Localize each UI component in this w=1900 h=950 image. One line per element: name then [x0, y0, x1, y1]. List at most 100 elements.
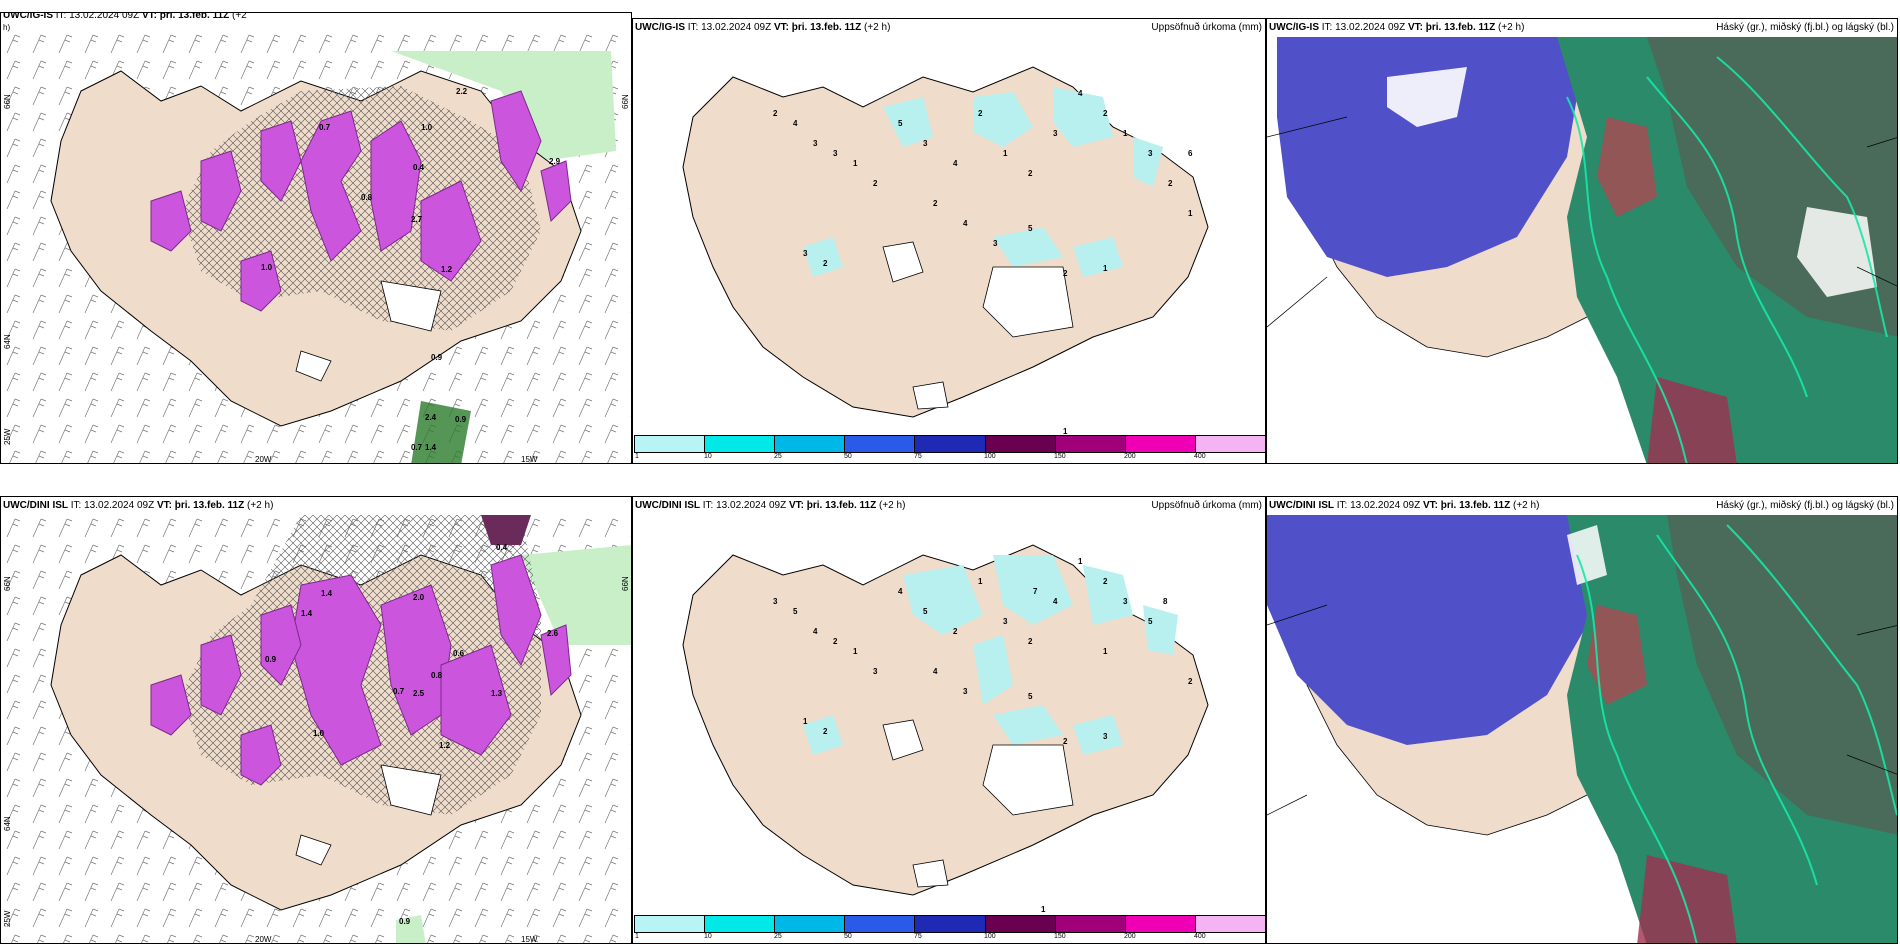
precip-value: 3: [773, 597, 778, 606]
precip-value: 2: [1103, 109, 1108, 118]
colorbar-tick: 150: [1054, 453, 1066, 460]
precip-value: 1: [1078, 557, 1083, 566]
precip-value: 8: [1163, 597, 1168, 606]
colorbar-swatch: [1195, 436, 1265, 452]
precip-value: 2: [823, 727, 828, 736]
precip-value: 3: [1003, 617, 1008, 626]
wind-value: 0.7: [411, 443, 423, 452]
lon-label-25: 25W: [3, 428, 12, 445]
precip-map-row1: [682, 66, 1209, 418]
lon-label-20: 20W: [255, 935, 272, 944]
precip-value: 1: [853, 159, 858, 168]
precip-panel-row2: UWC/DINI ISL IT: 13.02.2024 09Z VT: þri.…: [632, 496, 1266, 944]
wind-value: 1.2: [441, 265, 453, 274]
precip-value: 2: [953, 627, 958, 636]
precip-title: Uppsöfnuð úrkoma (mm): [1151, 22, 1262, 33]
cloud-title: Háský (gr.), miðský (fj.bl.) og lágský (…: [1716, 22, 1894, 33]
colorbar-tick: 25: [774, 453, 782, 460]
colorbar-row1: [634, 435, 1265, 453]
precip-value: 2: [1188, 677, 1193, 686]
wind-header-lead-wrap: h): [3, 23, 11, 32]
wind-value: 0.4: [413, 163, 425, 172]
colorbar-swatch: [915, 916, 986, 932]
precip-value: 5: [1028, 692, 1033, 701]
wind-value: 1.0: [313, 729, 325, 738]
wind-value: 1.3: [491, 689, 503, 698]
precip-value: 1: [1103, 647, 1108, 656]
lon-label-15: 15W: [521, 455, 538, 464]
precip-value: 2: [1028, 637, 1033, 646]
colorbar-swatch: [705, 916, 776, 932]
lon-label-15: 15W: [521, 935, 538, 944]
precip-value: 2: [1028, 169, 1033, 178]
wind-value: 2.7: [411, 215, 423, 224]
precip-value: 1: [1188, 209, 1193, 218]
precip-value: 3: [873, 667, 878, 676]
precip-header-row1: UWC/IG-IS IT: 13.02.2024 09Z VT: þri. 13…: [633, 19, 1265, 37]
precip-title: Uppsöfnuð úrkoma (mm): [1151, 500, 1262, 511]
lat-label-66-right: 66N: [621, 94, 630, 109]
precip-value: 5: [1028, 224, 1033, 233]
wind-value: 1.4: [321, 589, 333, 598]
wind-value: 0.7: [319, 123, 331, 132]
precip-map-row2: [682, 544, 1209, 896]
colorbar-tick: 50: [844, 453, 852, 460]
wind-value: 0.4: [496, 543, 508, 552]
colorbar-swatch: [705, 436, 776, 452]
precip-value: 3: [963, 687, 968, 696]
wind-value: 1.0: [261, 263, 273, 272]
precip-value: 2: [1063, 737, 1068, 746]
colorbar-tick: 1: [635, 453, 639, 460]
wind-value: 2.2: [456, 87, 468, 96]
precip-value: 6: [1188, 149, 1193, 158]
precip-value: 2: [1063, 269, 1068, 278]
wind-value: 1.0: [421, 123, 433, 132]
wind-value: 0.9: [455, 415, 467, 424]
colorbar-swatch: [1125, 916, 1196, 932]
precip-value: 7: [1033, 587, 1038, 596]
cloud-map-row2: [1267, 515, 1897, 943]
colorbar-tick: 100: [984, 933, 996, 940]
colorbar-tick: 10: [704, 453, 712, 460]
colorbar-tick: 400: [1194, 933, 1206, 940]
lat-label-66: 66N: [3, 94, 12, 109]
colorbar-swatch: [985, 916, 1056, 932]
wind-value: 0.6: [453, 649, 465, 658]
precip-value: 5: [1148, 617, 1153, 626]
precip-value: 3: [1148, 149, 1153, 158]
precip-value: 2: [1103, 577, 1108, 586]
precip-panel-row1: UWC/IG-IS IT: 13.02.2024 09Z VT: þri. 13…: [632, 18, 1266, 464]
wind-map-row1: [1, 31, 631, 463]
wind-header-row2: UWC/DINI ISL IT: 13.02.2024 09Z VT: þri.…: [1, 497, 631, 515]
precip-value: 3: [923, 139, 928, 148]
precip-value: 4: [933, 667, 938, 676]
precip-value: 1: [853, 647, 858, 656]
colorbar-swatch: [845, 916, 916, 932]
wind-map-row2: [1, 515, 631, 943]
precip-value: 1: [1103, 264, 1108, 273]
colorbar-tick: 75: [914, 453, 922, 460]
colorbar-swatch: [635, 916, 706, 932]
colorbar-tick: 150: [1054, 933, 1066, 940]
lon-label-20: 20W: [255, 455, 272, 464]
precip-value: 2: [1168, 179, 1173, 188]
lon-label-25: 25W: [3, 910, 12, 927]
precip-value: 1: [1003, 149, 1008, 158]
wind-value: 0.7: [393, 687, 405, 696]
precip-value: 4: [1053, 597, 1058, 606]
colorbar-swatch: [775, 916, 846, 932]
colorbar-swatch: [1055, 916, 1126, 932]
colorbar-swatch: [1125, 436, 1196, 452]
wind-panel-row2: UWC/DINI ISL IT: 13.02.2024 09Z VT: þri.…: [0, 496, 632, 944]
colorbar-tick: 400: [1194, 453, 1206, 460]
colorbar-swatch: [635, 436, 706, 452]
precip-value: 4: [813, 627, 818, 636]
colorbar-swatch: [1195, 916, 1265, 932]
wind-value: 0.8: [431, 671, 443, 680]
colorbar-row2: [634, 915, 1265, 933]
cloud-header-row1: UWC/IG-IS IT: 13.02.2024 09Z VT: þri. 13…: [1267, 19, 1897, 37]
precip-value: 2: [833, 637, 838, 646]
wind-value: 0.9: [265, 655, 277, 664]
precip-value: 4: [963, 219, 968, 228]
cloud-title: Háský (gr.), miðský (fj.bl.) og lágský (…: [1716, 500, 1894, 511]
